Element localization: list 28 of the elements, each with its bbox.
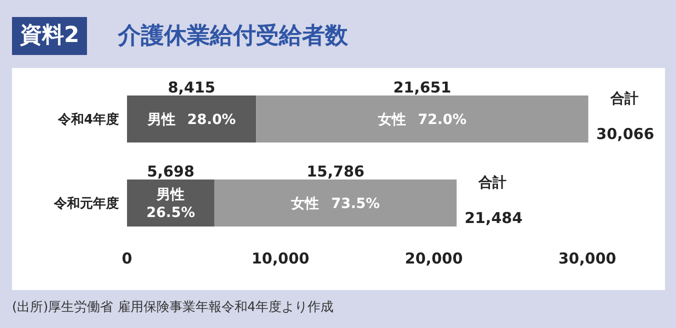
bar (127, 95, 256, 142)
data-label: 5,698 (146, 162, 194, 180)
annotation: 72.0% (418, 112, 466, 128)
y-tick-label: 令和4年度 (56, 112, 119, 128)
annotation: 28.0% (187, 112, 236, 128)
data-label: 15,786 (306, 162, 364, 180)
x-tick-label: 0 (122, 250, 132, 268)
annotation: 26.5% (146, 204, 195, 221)
y-tick-label: 令和元年度 (53, 196, 119, 212)
label-box: 資料2 (12, 17, 88, 55)
bar (214, 179, 457, 226)
x-tick-label: 20,000 (404, 250, 463, 268)
annotation: 合計 (478, 175, 507, 191)
x-tick-label: 10,000 (251, 250, 310, 268)
annotation: 合計 (609, 91, 638, 107)
text: (出所)厚生労働省 雇用保険事業年報令和4年度より作成 (12, 299, 334, 316)
total-label: 21,484 (464, 209, 523, 227)
total-label: 30,066 (596, 125, 654, 143)
data-label: 8,415 (168, 78, 216, 96)
series-label: 女性 (376, 112, 406, 128)
text: 男性 (147, 112, 176, 128)
text: 女性 (291, 196, 320, 212)
series-label: 男性 (156, 186, 185, 203)
chart-title: 介護休業給付受給者数 (118, 22, 348, 51)
annotation: 73.5% (331, 196, 380, 212)
x-tick-label: 30,000 (558, 250, 616, 268)
data-label: 21,651 (393, 78, 452, 96)
bar (256, 95, 588, 142)
